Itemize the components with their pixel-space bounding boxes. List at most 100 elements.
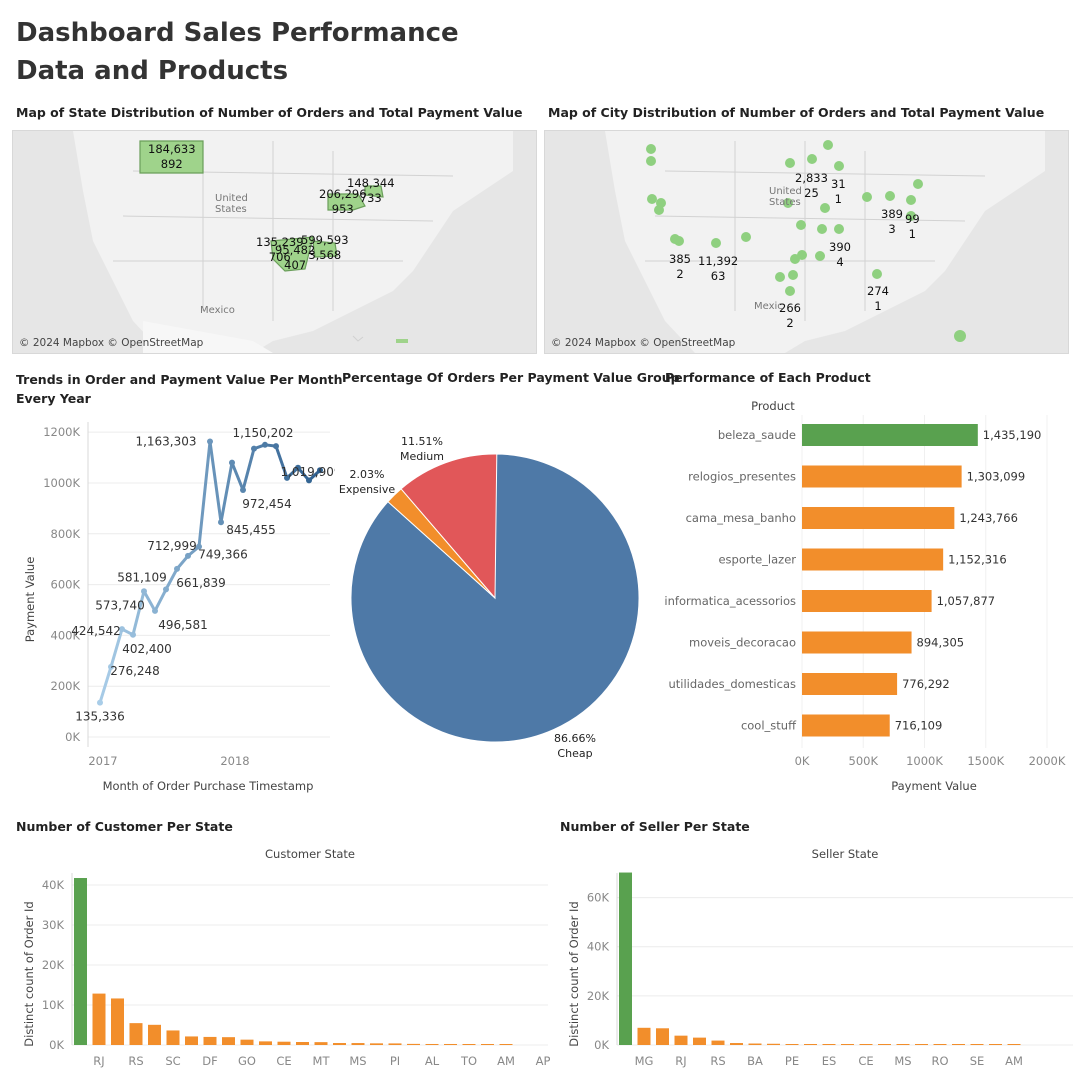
state-x-tick: RJ xyxy=(93,1054,104,1068)
dashboard-title-line2: Data and Products xyxy=(16,56,289,86)
state-y-tick: 30K xyxy=(42,918,65,932)
state-bar xyxy=(333,1043,346,1045)
state-bar xyxy=(259,1041,272,1045)
trend-y-tick: 400K xyxy=(51,628,81,642)
dashboard-title-line1: Dashboard Sales Performance xyxy=(16,18,459,48)
trend-point xyxy=(108,663,114,670)
state-y-label: Distinct count of Order Id xyxy=(567,901,581,1046)
state-x-tick: RS xyxy=(710,1054,725,1068)
payment-group-pie-chart[interactable]: 86.66% Cheap 2.03% Expensive 11.51% Medium xyxy=(335,400,655,770)
product-chart-title: Performance of Each Product xyxy=(665,370,871,385)
product-category-label: moveis_decoracao xyxy=(689,636,796,650)
trend-data-label: 573,740 xyxy=(95,598,145,612)
state-x-tick: BA xyxy=(747,1054,763,1068)
product-bar-chart[interactable]: 0K 500K 1000K 1500K 2000K Payment Value Produc… xyxy=(655,390,1075,800)
state-bar xyxy=(748,1043,762,1045)
state-header: Customer State xyxy=(265,847,355,861)
state-bar xyxy=(166,1030,180,1045)
dashboard-title: Dashboard Sales Performance Data and Pro… xyxy=(16,14,536,90)
product-x-tick: 0K xyxy=(795,754,810,768)
state-bar xyxy=(314,1042,328,1045)
trend-y-tick: 200K xyxy=(51,679,81,693)
product-x-tick: 2000K xyxy=(1029,754,1066,768)
customer-state-bar-chart[interactable]: 0K 10K 20K 30K 40K Customer State Distinct cou… xyxy=(0,840,550,1079)
state-bar xyxy=(407,1043,420,1045)
state-map[interactable]: United States Mexico 184,633 892 206,296 9… xyxy=(12,130,537,354)
city-map-title: Map of City Distribution of Number of Or… xyxy=(548,105,1045,120)
trend-y-tick: 800K xyxy=(51,527,81,541)
product-value-label: 716,109 xyxy=(895,719,943,733)
trend-point xyxy=(295,464,301,471)
pie-chart-title: Percentage Of Orders Per Payment Value G… xyxy=(342,370,680,385)
product-category-label: beleza_saude xyxy=(718,428,796,442)
trend-data-label: 1,019,909 xyxy=(280,465,335,479)
map-country-mexico: Mexic xyxy=(754,301,783,312)
trend-y-tick: 1000K xyxy=(43,476,80,490)
trend-x-tick: 2017 xyxy=(88,754,117,768)
state-bar xyxy=(462,1044,476,1045)
state-bar xyxy=(351,1043,365,1045)
map-country-us: United States xyxy=(769,186,802,208)
trend-segment xyxy=(109,627,124,669)
trend-point xyxy=(229,459,235,466)
state-map-canvas xyxy=(13,131,536,353)
map-country-us: United States xyxy=(215,193,248,215)
product-value-label: 1,152,316 xyxy=(948,553,1007,567)
trend-data-label: 972,454 xyxy=(242,497,292,511)
state-bar xyxy=(111,998,124,1045)
trend-point xyxy=(317,467,323,474)
trend-segment xyxy=(219,461,234,524)
trend-point xyxy=(273,443,279,450)
trend-x-label: Month of Order Purchase Timestamp xyxy=(103,779,314,793)
state-y-tick: 40K xyxy=(42,878,65,892)
state-bar xyxy=(499,1044,513,1045)
trend-point xyxy=(119,626,125,633)
trend-segment xyxy=(98,665,113,705)
city-map-credit: © 2024 Mapbox © OpenStreetMap xyxy=(551,337,736,349)
state-bar xyxy=(674,1035,688,1045)
state-bar xyxy=(711,1040,725,1045)
state-map-title: Map of State Distribution of Number of O… xyxy=(16,105,523,120)
state-y-tick: 0K xyxy=(594,1038,609,1052)
trend-point xyxy=(196,543,202,550)
trend-point xyxy=(130,631,136,638)
state-bar xyxy=(915,1044,928,1045)
city-label: 2,833 25 xyxy=(795,171,828,200)
product-bar xyxy=(802,673,898,695)
trend-point xyxy=(251,445,257,452)
trend-y-label: Payment Value xyxy=(23,557,37,643)
city-map[interactable]: United States Mexic 2,833 25 31 1 389 3 99 1… xyxy=(544,130,1069,354)
state-x-tick: MT xyxy=(313,1054,331,1068)
state-bar xyxy=(859,1044,873,1045)
state-bar xyxy=(970,1044,984,1045)
state-label: 184,633 892 xyxy=(148,142,196,171)
trend-segment xyxy=(131,589,146,637)
state-bar xyxy=(481,1044,494,1045)
state-x-tick: MS xyxy=(349,1054,366,1068)
trend-data-label: 135,336 xyxy=(75,710,125,724)
pie-slice-medium xyxy=(400,453,498,600)
city-label: 99 1 xyxy=(905,212,920,241)
state-bar xyxy=(240,1039,254,1045)
trend-chart-title: Trends in Order and Payment Value Per Mo… xyxy=(16,372,343,406)
state-bar xyxy=(185,1036,198,1045)
state-x-tick: AM xyxy=(1005,1054,1023,1068)
product-bar xyxy=(802,714,890,737)
state-x-tick: MG xyxy=(635,1054,654,1068)
trend-data-label: 402,400 xyxy=(122,642,172,656)
state-x-tick: ES xyxy=(822,1054,837,1068)
pie-pct-label: 86.66% xyxy=(554,732,596,745)
state-region-5 xyxy=(312,240,338,258)
state-x-tick: SC xyxy=(165,1054,180,1068)
trend-line-chart[interactable]: 0K 200K 400K 600K 800K 1000K 1200K 2017 2018 Mont… xyxy=(0,400,335,800)
product-category-label: utilidades_domesticas xyxy=(668,677,796,691)
seller-state-bar-chart[interactable]: 0K 20K 40K 60K Seller State Distinct count of… xyxy=(545,840,1075,1079)
product-bar xyxy=(802,424,978,446)
state-x-tick: RS xyxy=(128,1054,143,1068)
product-bar xyxy=(802,465,962,488)
product-header: Product xyxy=(751,399,795,413)
trend-y-tick: 0K xyxy=(65,730,80,744)
state-region-1 xyxy=(139,140,204,174)
trend-point xyxy=(306,477,312,484)
state-label: 95,482 407 xyxy=(275,243,316,272)
